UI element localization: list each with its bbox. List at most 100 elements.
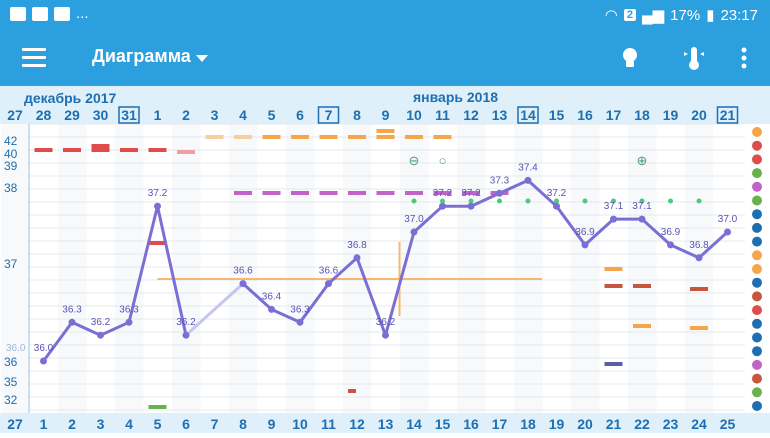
- temperature-point: [581, 241, 589, 249]
- y-tick-label: 39: [4, 159, 18, 173]
- day-label-bottom: 4: [125, 416, 133, 432]
- temperature-point: [97, 331, 104, 339]
- column-band: [628, 124, 657, 413]
- temperature-label: 36.8: [347, 240, 367, 251]
- temperature-point: [239, 280, 247, 288]
- temperature-line: [241, 282, 273, 311]
- y-tick-label: 40: [4, 147, 18, 161]
- temperature-point: [154, 202, 161, 210]
- symptom-bar: [405, 135, 423, 139]
- y-tick-label: 37: [4, 257, 18, 271]
- symptom-bar: [262, 135, 281, 139]
- column-band: [58, 124, 87, 413]
- column-band: [1, 124, 30, 413]
- temperature-point: [68, 318, 76, 326]
- temperature-line: [99, 320, 131, 337]
- temperature-label: 37.2: [547, 188, 567, 199]
- day-box: [118, 106, 140, 124]
- column-band: [457, 124, 486, 413]
- wifi-icon: ◠: [604, 7, 618, 24]
- temperature-label: 37.1: [604, 201, 624, 212]
- symptom-bar: [604, 284, 623, 288]
- day-label-top: 6: [296, 107, 304, 123]
- temperature-line: [327, 256, 359, 286]
- cycle-icon: [752, 401, 762, 411]
- temperature-label: 36.9: [575, 227, 595, 238]
- drop-icon: [752, 140, 762, 151]
- day-label-bottom: 3: [97, 416, 105, 432]
- temperature-label: 37.2: [148, 188, 168, 199]
- day-box: [716, 106, 739, 124]
- day-label-bottom: 22: [634, 416, 650, 432]
- menu-icon[interactable]: [22, 48, 46, 68]
- bottom-axis-band: [0, 413, 770, 433]
- temperature-line: [555, 204, 587, 247]
- day-label-top: 10: [406, 107, 422, 123]
- temperature-line: [469, 191, 501, 208]
- overflow-menu-icon[interactable]: [730, 44, 758, 72]
- temperature-line: [184, 282, 245, 337]
- temperature-label: 36.2: [376, 317, 396, 328]
- lightbulb-icon[interactable]: [616, 44, 644, 72]
- symptom-dot: [554, 198, 559, 204]
- temperature-line: [156, 204, 188, 337]
- symptom-bar: [319, 191, 338, 195]
- symptom-dot: [639, 198, 645, 204]
- temperature-point: [496, 189, 503, 197]
- temperature-label: 36.3: [62, 304, 82, 315]
- temperature-label: 37.0: [718, 214, 738, 225]
- symptom-symbol: ⊕: [637, 153, 648, 168]
- temperature-line: [298, 282, 330, 324]
- gallery-icon: [10, 6, 26, 21]
- temperature-line: [412, 204, 444, 234]
- y-tick-label: 42: [4, 134, 18, 148]
- symptom-dot: [696, 198, 702, 204]
- person-icon: [752, 291, 762, 302]
- column-band: [115, 124, 144, 413]
- symptom-bar: [348, 191, 366, 195]
- y-tick-label: 32: [4, 393, 18, 407]
- symptom-dot: [440, 198, 445, 204]
- symptom-bar: [291, 135, 309, 139]
- symptom-bar: [205, 135, 224, 139]
- temperature-label: 37.2: [433, 188, 453, 199]
- pill-icon: [752, 154, 762, 165]
- column-band: [571, 124, 600, 413]
- day-label-top: 27: [7, 107, 23, 123]
- temperature-label: 37.0: [404, 214, 424, 225]
- temperature-point: [610, 215, 617, 223]
- day-label-bottom: 17: [492, 416, 508, 432]
- temperature-label: 37.3: [490, 175, 510, 186]
- temperature-line: [669, 243, 701, 260]
- period-bar: [120, 148, 138, 152]
- thermometer-icon[interactable]: [680, 44, 708, 72]
- spiral-icon: [752, 168, 762, 179]
- day-label-top: 11: [435, 107, 450, 123]
- symptom-bar: [690, 326, 708, 330]
- page-title[interactable]: Диаграмма: [92, 46, 191, 66]
- day-label-bottom: 18: [520, 416, 536, 432]
- battery-icon: ▮: [706, 7, 715, 24]
- day-label-top: 14: [520, 107, 536, 123]
- day-label-top: 18: [634, 107, 650, 123]
- y-tick-label: 35: [4, 375, 18, 389]
- dropdown-icon[interactable]: [196, 55, 208, 62]
- chart-area[interactable]: декабрь 2017 январь 2018 27 28 29 30 31 1 2 3 4 5 6 7…: [0, 86, 770, 433]
- symptom-bar: [633, 284, 651, 288]
- day-label-top: 15: [549, 107, 565, 123]
- smile-icon: [752, 209, 762, 220]
- app-toolbar: Диаграмма: [0, 30, 770, 86]
- temperature-label: 36.3: [119, 304, 139, 315]
- temperature-point: [667, 241, 674, 249]
- temperature-point: [553, 202, 560, 210]
- day-label-top: 31: [121, 107, 137, 123]
- temperature-point: [353, 254, 361, 262]
- symptom-bar: [690, 287, 708, 291]
- day-label-top: 13: [492, 107, 508, 123]
- temperature-line: [526, 178, 558, 208]
- temperature-label: 36.4: [262, 291, 282, 302]
- day-label-bottom: 11: [321, 416, 336, 432]
- column-band: [343, 124, 372, 413]
- symptom-dot: [668, 198, 673, 204]
